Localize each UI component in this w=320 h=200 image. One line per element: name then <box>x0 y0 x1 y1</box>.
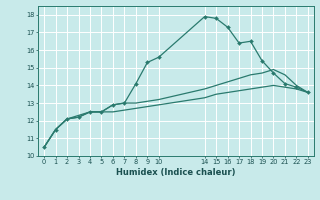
X-axis label: Humidex (Indice chaleur): Humidex (Indice chaleur) <box>116 168 236 177</box>
